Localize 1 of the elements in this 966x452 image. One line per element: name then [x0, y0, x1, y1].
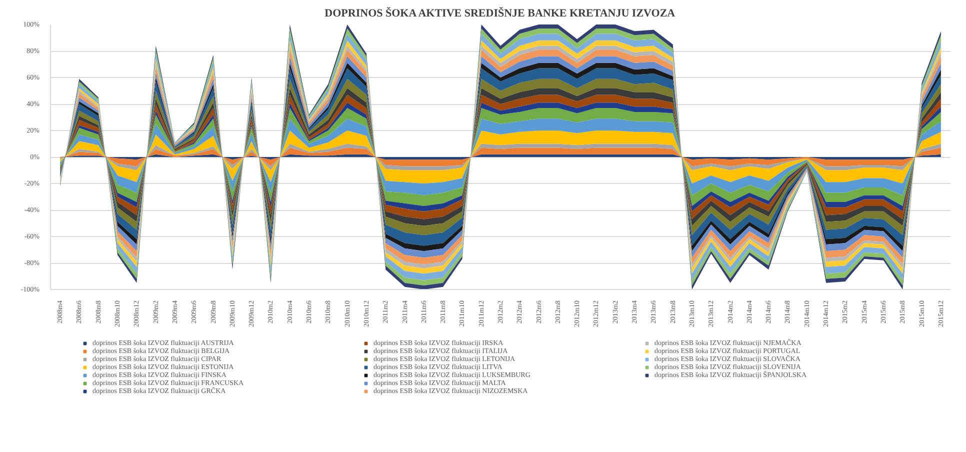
chart-title: DOPRINOS ŠOKA AKTIVE SREDIŠNJE BANKE KRETANJU IZVOZA — [324, 6, 676, 20]
